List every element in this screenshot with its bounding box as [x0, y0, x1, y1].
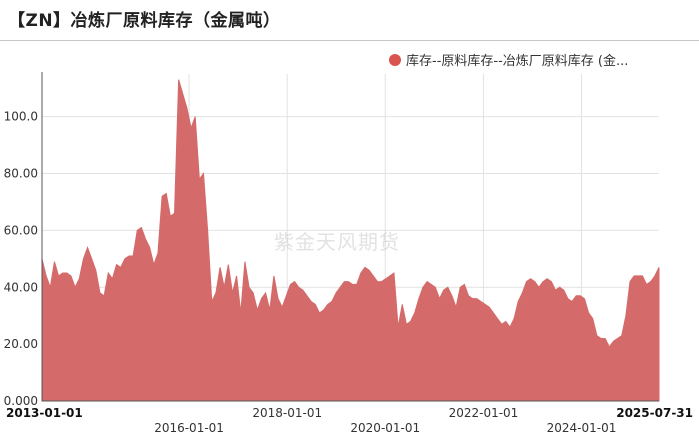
y-tick-label: 60.00 [4, 223, 38, 237]
y-tick-label: 80.00 [4, 167, 38, 181]
y-tick-label: 100.0 [4, 110, 38, 124]
watermark-text: 紫金天风期货 [274, 230, 400, 254]
y-tick-label: 0.000 [4, 394, 38, 408]
x-tick-label: 2016-01-01 [154, 421, 224, 435]
x-tick-label: 2018-01-01 [252, 406, 322, 420]
y-tick-label: 20.00 [4, 337, 38, 351]
x-tick-label: 2024-01-01 [547, 421, 617, 435]
chart-title: 【ZN】冶炼厂原料库存（金属吨） [8, 11, 281, 31]
legend[interactable]: 库存--原料库存--冶炼厂原料库存 (金... [389, 50, 628, 69]
title-divider [0, 40, 699, 41]
x-tick-label: 2025-07-31 [616, 406, 693, 420]
series-area [41, 79, 660, 402]
legend-label: 库存--原料库存--冶炼厂原料库存 (金... [406, 54, 629, 69]
legend-marker-dot [389, 53, 401, 66]
x-tick-label: 2013-01-01 [6, 406, 83, 420]
x-tick-label: 2020-01-01 [350, 421, 420, 435]
x-tick-label: 2022-01-01 [449, 406, 519, 420]
y-tick-label: 40.00 [4, 280, 38, 294]
